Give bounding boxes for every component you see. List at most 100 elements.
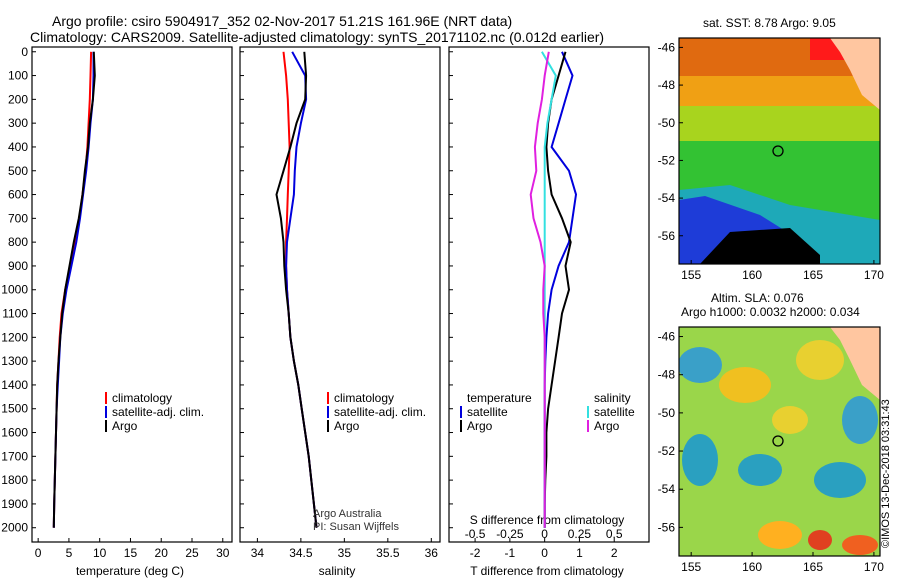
x-tick-label: 1 — [576, 546, 583, 560]
legend-t-argo-label: Argo — [467, 419, 493, 433]
map-y-tick-label: -48 — [658, 78, 676, 92]
argo-float-marker-sla — [772, 435, 784, 447]
map-y-tick-label: -46 — [658, 330, 676, 344]
sla-map: 155 160 165 170 -46 -48 -50 -52 -54 -56 — [658, 326, 884, 574]
salinity-legend: climatology satellite-adj. clim. Argo — [327, 391, 426, 433]
map-y-tick-label: -48 — [658, 368, 676, 382]
sla-high-anomaly — [758, 521, 802, 549]
map-x-tick-label: 155 — [681, 560, 701, 574]
x-tick-label: 0 — [35, 546, 42, 560]
legend-s-argo-label: Argo — [594, 419, 620, 433]
x-tick-label: 34.5 — [289, 546, 313, 560]
s-difference-axis-title: S difference from climatology — [470, 513, 625, 527]
salinity-panel-frame — [239, 46, 441, 543]
temperature-axis-label: temperature (deg C) — [76, 564, 184, 578]
s-tick-label: 0.5 — [606, 527, 623, 541]
difference-legend-temperature: temperature satellite Argo — [460, 391, 532, 433]
legend-s-satellite-label: satellite — [594, 405, 635, 419]
pressure-tick-label: 700 — [8, 211, 28, 225]
x-tick-label: 36 — [425, 546, 439, 560]
x-tick-label: 35 — [338, 546, 352, 560]
sla-map-frame — [678, 326, 881, 557]
map-y-tick-label: -50 — [658, 406, 676, 420]
series-argo-line — [275, 51, 318, 528]
difference-panel: T difference from climatology S differen… — [448, 46, 650, 578]
sla-map-title: Altim. SLA: 0.076 — [711, 291, 804, 305]
sst-map-title: sat. SST: 8.78 Argo: 9.05 — [703, 16, 836, 30]
pressure-tick-label: 1400 — [1, 378, 28, 392]
temperature-panel-frame — [31, 46, 233, 543]
pressure-tick-label: 1300 — [1, 354, 28, 368]
map-y-tick-label: -52 — [658, 153, 676, 167]
pressure-tick-label: 1800 — [1, 473, 28, 487]
map-x-tick-label: 165 — [803, 560, 823, 574]
pressure-tick-label: 0 — [21, 45, 28, 59]
salinity-panel: salinity 34 34.5 35 35.5 36 climatology sate… — [239, 46, 441, 578]
map-y-tick-label: -54 — [658, 191, 676, 205]
map-y-tick-label: -46 — [658, 40, 676, 54]
map-x-tick-label: 160 — [742, 268, 762, 282]
s-tick-label: -0.5 — [465, 527, 486, 541]
sla-high-anomaly — [772, 406, 808, 434]
x-tick-label: -1 — [505, 546, 516, 560]
legend-t-satellite-label: satellite — [467, 405, 508, 419]
pressure-tick-label: 1700 — [1, 449, 28, 463]
sst-yellowgreen-band — [679, 106, 880, 141]
pressure-tick-label: 1200 — [1, 330, 28, 344]
pressure-tick-label: 300 — [8, 116, 28, 130]
series-satellite-adj-clim--line — [285, 51, 318, 528]
x-tick-label: -2 — [470, 546, 481, 560]
chart-title-line2: Climatology: CARS2009. Satellite-adjuste… — [30, 29, 605, 45]
map-x-tick-label: 160 — [742, 560, 762, 574]
salinity-axis-label: salinity — [319, 564, 356, 578]
sla-low-anomaly — [682, 434, 718, 486]
temperature-panel: temperature (deg C) 0 5 10 15 20 25 30 0 100 200… — [1, 45, 453, 578]
legend-argo-label: Argo — [334, 419, 360, 433]
pressure-tick-label: 1100 — [2, 307, 28, 321]
x-tick-label: 15 — [124, 546, 138, 560]
pressure-tick-label: 2000 — [1, 521, 28, 535]
pressure-tick-label: 600 — [8, 188, 28, 202]
map-y-tick-label: -54 — [658, 482, 676, 496]
sla-low-anomaly — [814, 462, 866, 498]
map-x-tick-label: 165 — [803, 268, 823, 282]
x-tick-label: 30 — [216, 546, 230, 560]
footnote-line1: Argo Australia — [313, 508, 382, 520]
x-tick-label: 10 — [93, 546, 107, 560]
pressure-tick-label: 500 — [8, 164, 28, 178]
sst-map: 155 160 165 170 -46 -48 -50 -52 -54 -56 — [658, 37, 884, 282]
map-x-tick-label: 155 — [681, 268, 701, 282]
sla-map-subtitle: Argo h1000: 0.0032 h2000: 0.034 — [681, 305, 860, 319]
series-temperature-satellite-line — [543, 51, 578, 528]
chart-title-line1: Argo profile: csiro 5904917_352 02-Nov-2… — [52, 13, 513, 29]
sla-high-anomaly — [796, 340, 844, 380]
x-tick-label: 0 — [541, 546, 548, 560]
legend-climatology-label: climatology — [334, 391, 394, 405]
x-tick-label: 34 — [251, 546, 265, 560]
land-new-zealand — [830, 327, 880, 400]
series-temperature-argo-line — [543, 51, 572, 528]
legend-satellite-label: satellite-adj. clim. — [334, 405, 426, 419]
map-x-tick-label: 170 — [864, 560, 884, 574]
pressure-tick-label: 1900 — [1, 497, 28, 511]
s-tick-label: 0 — [541, 527, 548, 541]
sla-low-anomaly — [842, 396, 878, 444]
series-climatology-line — [52, 51, 93, 528]
sla-low-anomaly — [679, 347, 722, 383]
map-y-tick-label: -56 — [658, 229, 676, 243]
sst-orange-band — [679, 76, 880, 106]
map-y-tick-label: -52 — [658, 444, 676, 458]
s-tick-label: -0.25 — [496, 527, 524, 541]
sst-map-frame — [678, 37, 881, 265]
x-tick-label: 25 — [185, 546, 199, 560]
sst-cold-region — [700, 228, 820, 264]
sla-high-anomaly — [719, 367, 771, 403]
legend-satellite-label: satellite-adj. clim. — [112, 405, 204, 419]
land-new-zealand — [830, 38, 880, 110]
legend-salinity-title: salinity — [594, 391, 631, 405]
t-difference-axis-label: T difference from climatology — [470, 564, 624, 578]
pressure-tick-label: 100 — [8, 69, 28, 83]
sla-low-anomaly — [738, 454, 782, 486]
pressure-tick-label: 1600 — [1, 426, 28, 440]
footnote-line2: PI: Susan Wijffels — [313, 521, 399, 533]
